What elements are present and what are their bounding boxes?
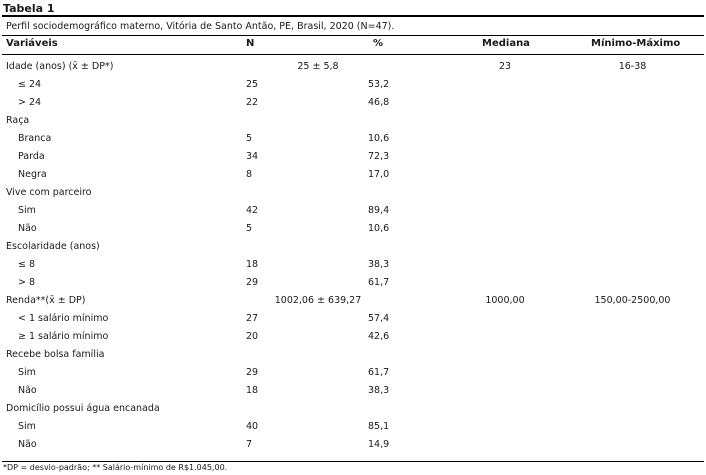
percent-cell: 10,6	[368, 223, 390, 234]
table-row: Parda 34 72,3	[0, 151, 706, 168]
n-cell: 27	[246, 313, 259, 324]
row-label: Sim	[18, 421, 36, 432]
row-label: Branca	[18, 133, 52, 144]
median-cell: 23	[498, 61, 512, 72]
row-label: > 8	[18, 277, 36, 288]
n-cell: 29	[246, 367, 259, 378]
table-row: Idade (anos) (x̄ ± DP*) 25 ± 5,8 23 16-38	[0, 61, 706, 78]
table-row: ≤ 8 18 38,3	[0, 259, 706, 276]
table-row: ≥ 1 salário mínimo 20 42,6	[0, 331, 706, 348]
table-row: Não 5 10,6	[0, 223, 706, 240]
mean-sd-cell: 1002,06 ± 639,27	[274, 295, 362, 306]
percent-cell: 42,6	[368, 331, 390, 342]
top-rule	[2, 15, 704, 17]
n-cell: 22	[246, 97, 259, 108]
n-cell: 34	[246, 151, 259, 162]
row-label: Recebe bolsa família	[6, 349, 105, 360]
table-row: > 24 22 46,8	[0, 97, 706, 114]
percent-cell: 46,8	[368, 97, 390, 108]
table-row: Renda**(x̄ ± DP) 1002,06 ± 639,27 1000,00 1…	[0, 295, 706, 312]
row-label: Parda	[18, 151, 45, 162]
row-label: Negra	[18, 169, 47, 180]
header-min-max: Mínimo-Máximo	[591, 38, 681, 49]
table-row: Escolaridade (anos)	[0, 241, 706, 258]
n-cell: 7	[246, 439, 253, 450]
n-cell: 42	[246, 205, 259, 216]
header-n: N	[246, 38, 255, 49]
table-row: Não 18 38,3	[0, 385, 706, 402]
table-row: Não 7 14,9	[0, 439, 706, 456]
row-label: Escolaridade (anos)	[6, 241, 100, 252]
row-label: ≥ 1 salário mínimo	[18, 331, 109, 342]
n-cell: 25	[246, 79, 259, 90]
table-row: Raça	[0, 115, 706, 132]
table-row: Sim 29 61,7	[0, 367, 706, 384]
table-row: Vive com parceiro	[0, 187, 706, 204]
table-row: Negra 8 17,0	[0, 169, 706, 186]
table-row: Branca 5 10,6	[0, 133, 706, 150]
n-cell: 5	[246, 133, 253, 144]
row-label: > 24	[18, 97, 42, 108]
row-label: Sim	[18, 367, 36, 378]
mean-sd-cell: 25 ± 5,8	[297, 61, 339, 72]
row-label: Não	[18, 439, 37, 450]
percent-cell: 17,0	[368, 169, 390, 180]
row-label: Renda**(x̄ ± DP)	[6, 295, 86, 306]
table-caption: Perfil sociodemográfico materno, Vitória…	[6, 21, 395, 32]
percent-cell: 89,4	[368, 205, 390, 216]
n-cell: 29	[246, 277, 259, 288]
percent-cell: 57,4	[368, 313, 390, 324]
header-bottom-rule	[2, 54, 704, 55]
row-label: ≤ 24	[18, 79, 42, 90]
row-label: Vive com parceiro	[6, 187, 92, 198]
table-row: Recebe bolsa família	[0, 349, 706, 366]
row-label: Não	[18, 223, 37, 234]
percent-cell: 10,6	[368, 133, 390, 144]
percent-cell: 85,1	[368, 421, 390, 432]
header-percent: %	[373, 38, 384, 49]
row-label: Não	[18, 385, 37, 396]
row-label: < 1 salário mínimo	[18, 313, 109, 324]
table-footnote: *DP = desvio-padrão; ** Salário-mínimo d…	[3, 463, 228, 472]
table-row: Domicílio possui água encanada	[0, 403, 706, 420]
percent-cell: 72,3	[368, 151, 390, 162]
n-cell: 8	[246, 169, 253, 180]
header-median: Mediana	[482, 38, 530, 49]
n-cell: 5	[246, 223, 253, 234]
n-cell: 20	[246, 331, 259, 342]
row-label: Raça	[6, 115, 30, 126]
table-label: Tabela 1	[3, 2, 55, 15]
table-row: > 8 29 61,7	[0, 277, 706, 294]
row-label: Domicílio possui água encanada	[6, 403, 160, 414]
table-row: < 1 salário mínimo 27 57,4	[0, 313, 706, 330]
n-cell: 18	[246, 385, 259, 396]
min-max-cell: 16-38	[618, 61, 647, 72]
percent-cell: 61,7	[368, 277, 390, 288]
row-label: ≤ 8	[18, 259, 36, 270]
header-row: Variáveis N % Mediana Mínimo-Máximo	[0, 38, 706, 55]
min-max-cell: 150,00-2500,00	[594, 295, 671, 306]
header-top-rule	[2, 35, 704, 36]
row-label: Sim	[18, 205, 36, 216]
percent-cell: 38,3	[368, 385, 390, 396]
table-row: Sim 40 85,1	[0, 421, 706, 438]
n-cell: 18	[246, 259, 259, 270]
row-label: Idade (anos) (x̄ ± DP*)	[6, 61, 114, 72]
percent-cell: 14,9	[368, 439, 390, 450]
percent-cell: 53,2	[368, 79, 390, 90]
table-row: ≤ 24 25 53,2	[0, 79, 706, 96]
percent-cell: 61,7	[368, 367, 390, 378]
n-cell: 40	[246, 421, 259, 432]
percent-cell: 38,3	[368, 259, 390, 270]
table-row: Sim 42 89,4	[0, 205, 706, 222]
median-cell: 1000,00	[485, 295, 525, 306]
header-variable: Variáveis	[6, 38, 58, 49]
bottom-rule	[2, 461, 704, 462]
